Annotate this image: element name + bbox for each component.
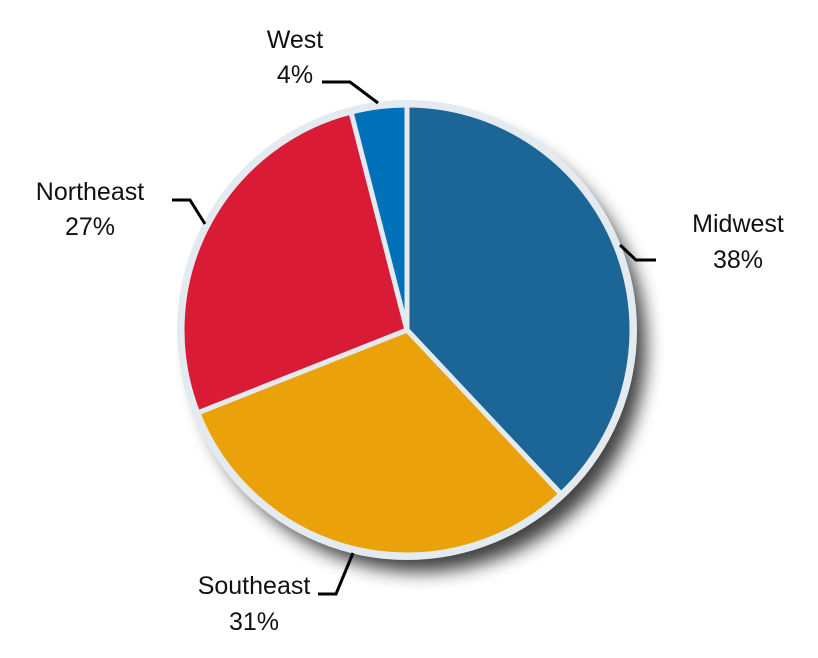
pie-slice-northeast (179, 109, 410, 416)
slice-label-southeast: Southeast (198, 572, 311, 600)
slice-label-west: West (267, 26, 324, 54)
slice-value-label-west: 4% (277, 61, 313, 89)
leader-line-west (322, 80, 379, 105)
pie-slice-midwest (404, 102, 635, 497)
slice-value-label-northeast: 27% (65, 213, 115, 241)
slice-label-northeast: Northeast (36, 178, 144, 206)
slice-value-label-midwest: 38% (713, 246, 763, 274)
slice-value-label-southeast: 31% (229, 608, 279, 636)
slice-label-midwest: Midwest (692, 210, 784, 238)
leader-line-midwest (618, 243, 656, 262)
leader-line-northeast (172, 198, 207, 225)
pie-slice-southeast (195, 327, 564, 558)
pie-slice-west (348, 102, 410, 333)
leader-line-southeast (318, 552, 355, 596)
